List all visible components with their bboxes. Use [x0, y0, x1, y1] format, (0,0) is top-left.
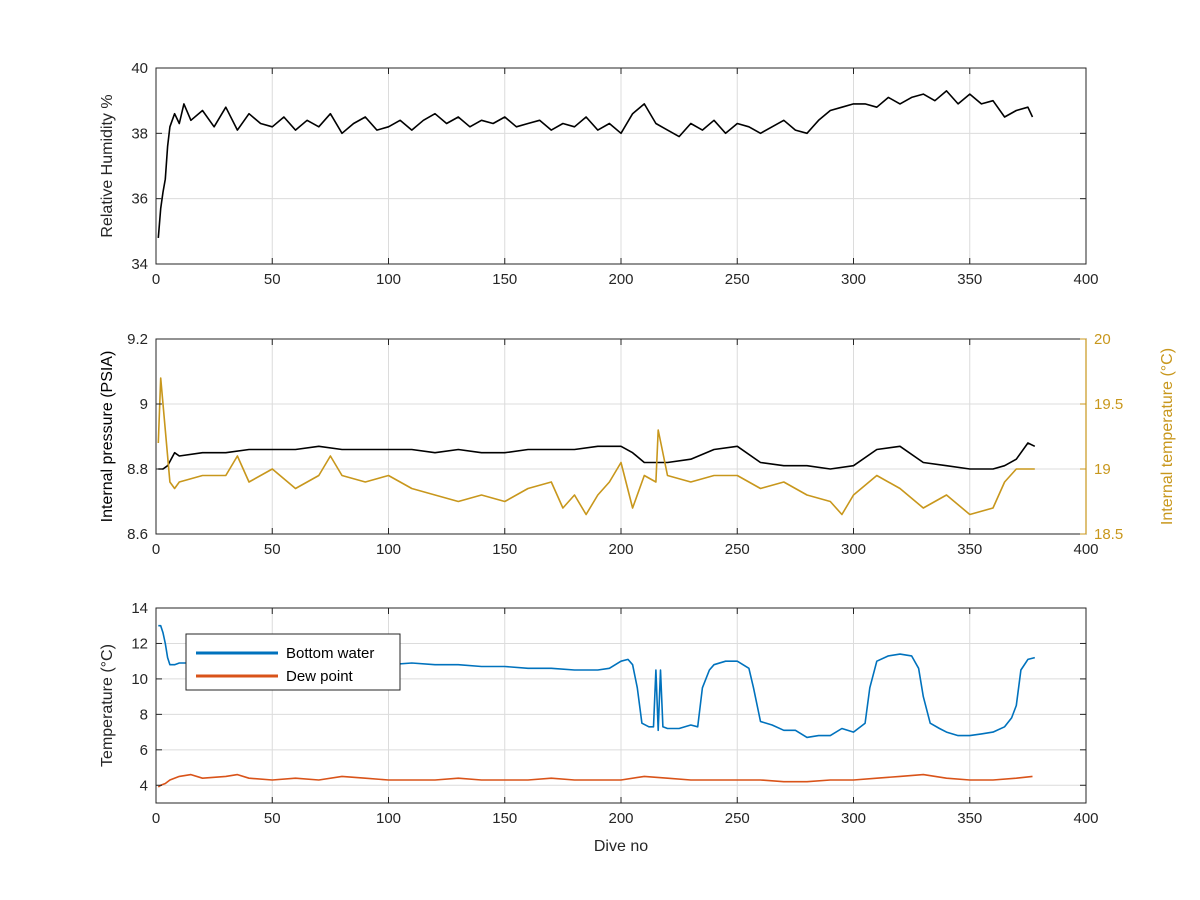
- y-tick-label: 38: [131, 125, 148, 142]
- series-line-pressure-temperature-1: [157, 377, 1035, 516]
- y-tick-label: 8.8: [127, 461, 148, 478]
- x-tick-label: 200: [608, 810, 633, 827]
- x-tick-label: 250: [725, 271, 750, 288]
- x-tick-label: 150: [492, 810, 517, 827]
- y-right-tick-label: 19: [1094, 461, 1111, 478]
- series-line-pressure-temperature-0: [158, 442, 1036, 470]
- x-tick-label: 300: [841, 271, 866, 288]
- x-tick-label: 0: [152, 541, 160, 558]
- y-tick-label: 8: [140, 706, 148, 723]
- y-right-tick-label: 20: [1094, 331, 1111, 348]
- y-tick-label: 12: [131, 635, 148, 652]
- y-tick-label: 40: [131, 60, 148, 77]
- x-tick-label: 300: [841, 541, 866, 558]
- y-tick-label: 9.2: [127, 331, 148, 348]
- x-tick-label: 50: [264, 271, 281, 288]
- legend: Bottom water Dew point: [185, 633, 401, 691]
- legend-label: Dew point: [286, 668, 354, 685]
- x-tick-label: 100: [376, 810, 401, 827]
- y-tick-label: 34: [131, 256, 148, 273]
- legend-label: Bottom water: [286, 645, 374, 662]
- x-tick-label: 250: [725, 810, 750, 827]
- x-axis-label: Dive no: [594, 838, 648, 855]
- series-line-humidity-0: [157, 90, 1034, 238]
- x-tick-label: 50: [264, 810, 281, 827]
- x-tick-label: 400: [1073, 810, 1098, 827]
- x-tick-label: 350: [957, 541, 982, 558]
- chart-temperatures: 0 50 100 150 200 250 300 350 400 4 6 8 10 12 14 Tempera…: [99, 600, 1099, 855]
- x-tick-label: 400: [1073, 271, 1098, 288]
- y-right-tick-label: 18.5: [1094, 526, 1123, 543]
- chart-pressure-temperature: 0 50 100 150 200 250 300 350 400 8.6 8.8 9 9.2 18.5 19…: [99, 331, 1176, 558]
- y-right-axis-label: Internal temperature (°C): [1159, 348, 1176, 525]
- y-tick-label: 36: [131, 191, 148, 208]
- x-tick-label: 400: [1073, 541, 1098, 558]
- y-axis-label: Internal pressure (PSIA): [99, 351, 116, 523]
- x-tick-label: 300: [841, 810, 866, 827]
- y-tick-label: 14: [131, 600, 148, 617]
- y-tick-label: 8.6: [127, 526, 148, 543]
- chart-humidity: 0 50 100 150 200 250 300 350 400 34 36 38 40 Relative…: [99, 60, 1099, 288]
- x-tick-label: 250: [725, 541, 750, 558]
- y-right-tick-label: 19.5: [1094, 396, 1123, 413]
- x-tick-label: 150: [492, 271, 517, 288]
- x-tick-label: 100: [376, 541, 401, 558]
- legend-box: [185, 633, 401, 691]
- x-tick-label: 350: [957, 271, 982, 288]
- y-tick-label: 6: [140, 742, 148, 759]
- x-tick-label: 150: [492, 541, 517, 558]
- x-tick-label: 200: [608, 541, 633, 558]
- series-line-dew-point: [157, 773, 1033, 788]
- x-tick-label: 350: [957, 810, 982, 827]
- x-tick-label: 0: [152, 810, 160, 827]
- x-tick-label: 100: [376, 271, 401, 288]
- y-tick-label: 4: [140, 777, 148, 794]
- x-tick-label: 50: [264, 541, 281, 558]
- y-tick-label: 9: [140, 396, 148, 413]
- y-axis-label: Temperature (°C): [99, 644, 116, 767]
- y-tick-label: 10: [131, 671, 148, 688]
- x-tick-label: 0: [152, 271, 160, 288]
- x-tick-label: 200: [608, 271, 633, 288]
- y-axis-label: Relative Humidity %: [99, 94, 116, 237]
